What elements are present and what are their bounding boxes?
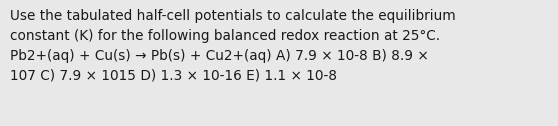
Text: Use the tabulated half-cell potentials to calculate the equilibrium
constant (K): Use the tabulated half-cell potentials t… [10,9,456,83]
